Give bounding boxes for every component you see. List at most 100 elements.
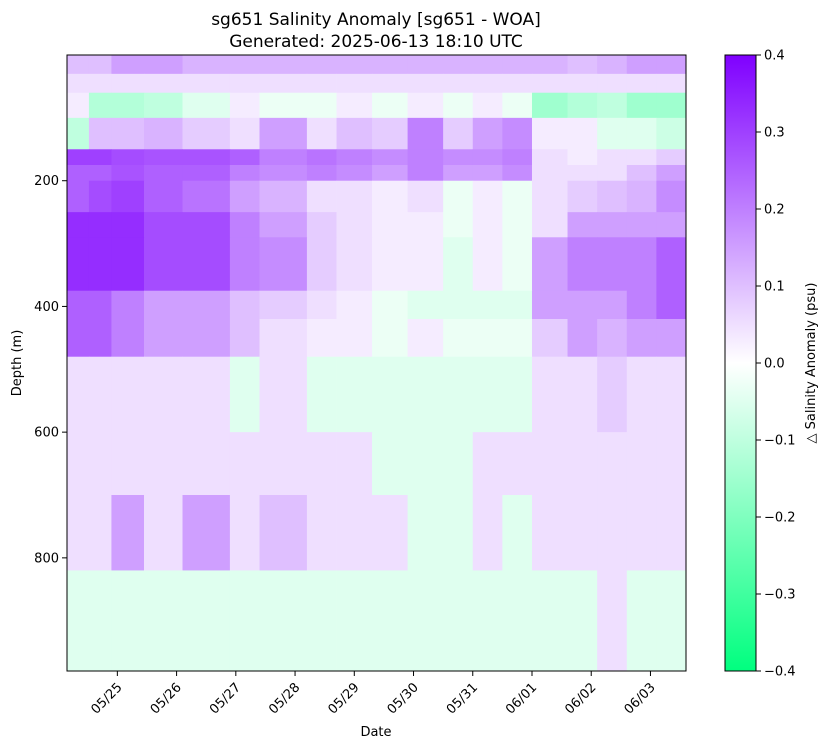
heatmap-cell [111, 319, 145, 358]
heatmap-cell [407, 212, 444, 238]
heatmap-cell [67, 212, 90, 238]
heatmap-cell [531, 290, 568, 320]
heatmap-cell [88, 117, 112, 150]
heatmap-cell [182, 117, 231, 150]
heatmap-cell [336, 212, 373, 238]
heatmap-cell [229, 495, 260, 571]
heatmap-cell [144, 432, 183, 496]
heatmap-cell [372, 92, 408, 119]
heatmap-cell [372, 55, 408, 75]
heatmap-cell [443, 55, 474, 75]
heatmap-cell [182, 92, 231, 119]
heatmap-cell [656, 290, 687, 320]
heatmap-cell [306, 73, 337, 94]
heatmap-cell [336, 55, 373, 75]
x-tick-label: 05/29 [325, 680, 362, 717]
heatmap-cell [443, 495, 474, 571]
heatmap-cell [531, 570, 568, 672]
heatmap-cell [182, 319, 231, 358]
heatmap-cell [531, 92, 568, 119]
heatmap-cell [472, 73, 503, 94]
heatmap-cell [67, 165, 90, 182]
heatmap-cell [443, 117, 474, 150]
heatmap-cell [407, 290, 444, 320]
heatmap-cell [336, 237, 373, 292]
heatmap-cell [306, 432, 337, 496]
heatmap-cell [67, 92, 90, 119]
heatmap-cell [88, 165, 112, 182]
heatmap-cell [597, 237, 628, 292]
heatmap-cell [472, 356, 503, 433]
heatmap-cell [502, 55, 533, 75]
heatmap-cell [472, 212, 503, 238]
heatmap-cell [182, 570, 231, 672]
heatmap-cell [656, 73, 687, 94]
heatmap-cell [407, 149, 444, 166]
heatmap-cell [597, 149, 628, 166]
heatmap-cell [472, 319, 503, 358]
heatmap-cell [626, 495, 657, 571]
heatmap-cell [111, 356, 145, 433]
heatmap-cell [407, 319, 444, 358]
colorbar-tick-label: −0.3 [764, 588, 796, 603]
colorbar-tick-label: 0.1 [764, 280, 785, 295]
heatmap-cell [229, 180, 260, 213]
heatmap-cell [229, 290, 260, 320]
heatmap-cell [111, 212, 145, 238]
heatmap-cell [144, 73, 183, 94]
heatmap-cell [443, 165, 474, 182]
heatmap-cell [597, 290, 628, 320]
heatmap-cell [144, 319, 183, 358]
colorbar-label: △ Salinity Anomaly (psu) [804, 283, 819, 444]
heatmap-cell [229, 212, 260, 238]
colorbar-tick-label: −0.1 [764, 434, 796, 449]
chart-title: sg651 Salinity Anomaly [sg651 - WOA] [211, 10, 541, 30]
heatmap-cell [472, 570, 503, 672]
heatmap-cell [67, 290, 90, 320]
heatmap-cell [443, 73, 474, 94]
heatmap-cell [531, 356, 568, 433]
heatmap-cell [407, 237, 444, 292]
heatmap-cell [626, 432, 657, 496]
heatmap-cell [259, 495, 308, 571]
heatmap-cell [111, 73, 145, 94]
heatmap-cell [88, 149, 112, 166]
heatmap-cell [88, 432, 112, 496]
heatmap-cell [182, 356, 231, 433]
heatmap-cell [443, 290, 474, 320]
heatmap-cell [259, 432, 308, 496]
heatmap-cell [597, 180, 628, 213]
heatmap-cell [597, 92, 628, 119]
heatmap-cell [407, 117, 444, 150]
heatmap-cell [626, 117, 657, 150]
x-axis-ticks: 05/25 05/26 05/27 05/28 05/29 05/30 05/31 06/01… [88, 671, 659, 717]
heatmap-cell [229, 165, 260, 182]
heatmap-cell [472, 165, 503, 182]
chart-subtitle: Generated: 2025-06-13 18:10 UTC [229, 32, 523, 52]
heatmap-cell [656, 180, 687, 213]
x-tick-label: 05/25 [88, 680, 125, 717]
heatmap-cell [67, 319, 90, 358]
heatmap-cell [229, 356, 260, 433]
heatmap-cell [502, 117, 533, 150]
heatmap-cell [656, 212, 687, 238]
heatmap-cell [502, 180, 533, 213]
heatmap-cell [531, 165, 568, 182]
x-axis-label: Date [360, 725, 391, 740]
heatmap-cell [182, 55, 231, 75]
heatmap-cell [407, 570, 444, 672]
heatmap-cell [626, 319, 657, 358]
heatmap-cell [531, 212, 568, 238]
colorbar [724, 54, 757, 672]
heatmap-cell [597, 356, 628, 433]
heatmap-cell [472, 237, 503, 292]
heatmap-cell [567, 495, 598, 571]
heatmap-cell [144, 55, 183, 75]
colorbar-tick-label: −0.2 [764, 511, 796, 526]
heatmap-cell [306, 290, 337, 320]
heatmap-cell [259, 165, 308, 182]
heatmap-cell [597, 495, 628, 571]
x-tick-label: 06/02 [562, 680, 599, 717]
heatmap-cell [336, 180, 373, 213]
